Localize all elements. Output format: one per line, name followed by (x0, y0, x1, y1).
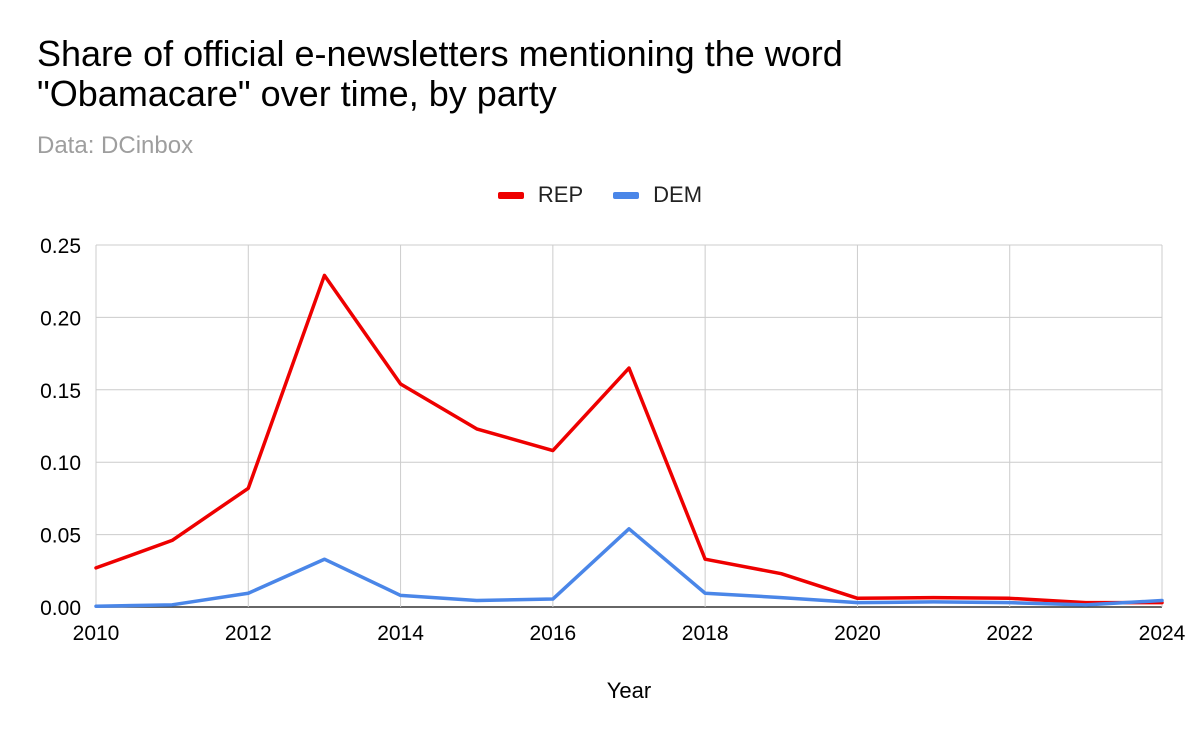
x-tick-label: 2014 (377, 622, 424, 645)
y-tick-label: 0.20 (40, 307, 81, 330)
y-axis-ticks: 0.00 0.05 0.10 0.15 0.20 0.25 (40, 235, 81, 620)
y-tick-label: 0.25 (40, 235, 81, 258)
series-line-rep (94, 273, 1164, 605)
legend: REP DEM (0, 182, 1200, 208)
y-tick-label: 0.10 (40, 452, 81, 475)
x-axis-label: Year (607, 678, 651, 703)
x-tick-label: 2012 (225, 622, 272, 645)
y-tick-label: 0.15 (40, 380, 81, 403)
legend-item-dem: DEM (613, 182, 702, 208)
series-lines (94, 273, 1164, 609)
y-tick-label: 0.00 (40, 597, 81, 620)
legend-label-dem: DEM (653, 182, 703, 207)
legend-swatch-dem (613, 191, 640, 199)
grid-lines (95, 244, 1163, 608)
x-tick-label: 2020 (834, 622, 881, 645)
y-tick-label: 0.05 (40, 525, 81, 548)
x-tick-label: 2024 (1139, 622, 1186, 645)
series-line-dem (94, 527, 1164, 609)
x-tick-label: 2022 (986, 622, 1033, 645)
legend-swatch-rep (497, 191, 524, 199)
chart-title: Share of official e-newsletters mentioni… (37, 33, 843, 114)
x-tick-label: 2016 (529, 622, 576, 645)
chart-subtitle: Data: DCinbox (37, 132, 194, 159)
legend-item-rep: REP (497, 182, 584, 208)
x-axis-ticks: 2010 2012 2014 2016 2018 2020 2022 2024 (73, 622, 1186, 645)
x-tick-label: 2018 (682, 622, 729, 645)
x-tick-label: 2010 (73, 622, 120, 645)
legend-label-rep: REP (537, 182, 584, 207)
